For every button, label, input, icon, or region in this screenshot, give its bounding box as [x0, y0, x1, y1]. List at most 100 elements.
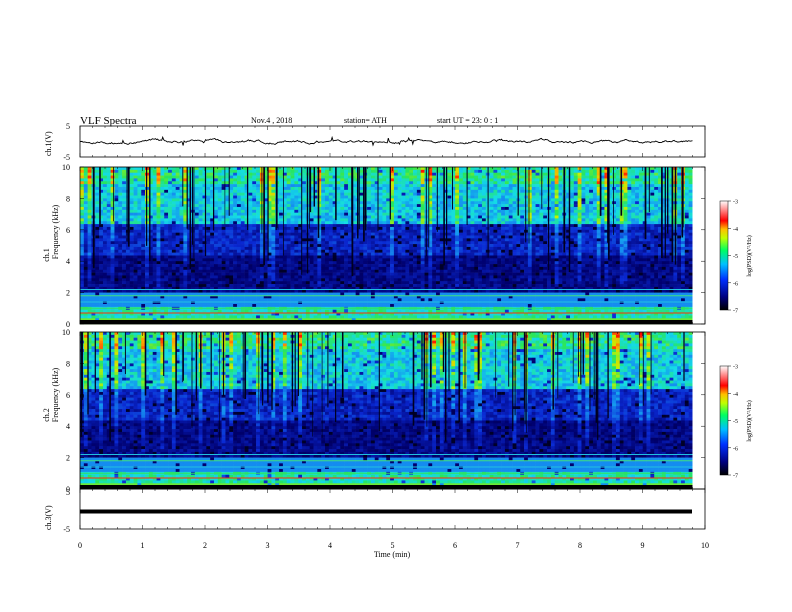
- spectrogram-cell: [378, 252, 383, 256]
- spectrogram-cell: [286, 184, 291, 188]
- spectrogram-cell: [347, 292, 353, 296]
- spectrogram-cell: [363, 249, 368, 253]
- spectrogram-cell: [194, 252, 199, 256]
- spectrogram-cell: [213, 172, 219, 176]
- spectrogram-cell: [344, 318, 349, 322]
- spectrogram-cell: [114, 298, 119, 302]
- spectrogram-cell: [321, 181, 326, 185]
- spectrogram-cell: [236, 298, 242, 302]
- spectrogram-cell: [171, 218, 177, 222]
- spectrogram-cell: [279, 275, 284, 279]
- spectrogram-cell: [290, 292, 295, 296]
- spectrogram-cell: [114, 204, 119, 208]
- spectrogram-cell: [294, 315, 299, 319]
- spectrogram-cell: [393, 226, 399, 231]
- spectrogram-cell: [106, 249, 111, 253]
- spectrogram-cell: [160, 186, 165, 191]
- spectrogram-cell: [83, 178, 88, 182]
- spectrogram-cell: [122, 244, 127, 248]
- spectrogram-cell: [125, 272, 131, 276]
- spectrogram-cell: [206, 255, 211, 259]
- spectrogram-cell: [267, 167, 272, 171]
- spectrogram-cell: [347, 272, 353, 276]
- spectrogram-cell: [344, 255, 349, 259]
- spectrogram-cell: [256, 272, 261, 276]
- spectrogram-cell: [141, 312, 146, 316]
- spectrogram-cell: [382, 255, 387, 259]
- spectrogram-cell: [298, 198, 303, 202]
- spectrogram-cell: [145, 298, 150, 302]
- spectrogram-cell: [95, 229, 100, 233]
- spectrogram-cell: [83, 192, 88, 196]
- spectrogram-cell: [390, 284, 395, 288]
- spectrogram-cell: [340, 186, 345, 191]
- spectrogram-cell: [359, 189, 364, 193]
- spectrogram-cell: [133, 181, 138, 185]
- spectrogram-cell: [313, 252, 318, 256]
- spectrogram-cell: [217, 309, 222, 313]
- spectrogram-cell: [275, 295, 280, 299]
- spectrogram-cell: [183, 184, 188, 188]
- spectrogram-cell: [405, 261, 410, 265]
- spectrogram-cell: [122, 278, 127, 282]
- spectrogram-cell: [217, 246, 222, 251]
- spectrogram-cell: [340, 246, 345, 251]
- spectrogram-cell: [374, 167, 379, 171]
- spectrogram-cell: [397, 252, 402, 256]
- spectrogram-cell: [80, 246, 85, 251]
- spectrogram-cell: [229, 186, 234, 191]
- spectrogram-cell: [332, 175, 337, 179]
- spectrogram-cell: [206, 278, 211, 282]
- spectrogram-cell: [351, 189, 356, 193]
- spectrogram-cell: [168, 272, 173, 276]
- spectrogram-cell: [409, 264, 414, 268]
- spectrogram-cell: [183, 186, 188, 191]
- spectrogram-cell: [194, 258, 199, 262]
- spectrogram-cell: [133, 295, 138, 299]
- spectrogram-cell: [95, 186, 100, 191]
- spectrogram-cell: [99, 169, 104, 173]
- spectrogram-cell: [374, 264, 379, 268]
- spectrogram-cell: [141, 281, 146, 285]
- spectrogram-cell: [382, 252, 387, 256]
- spectrogram-cell: [328, 172, 333, 176]
- spectrogram-cell: [309, 312, 314, 316]
- spectrogram-cell: [175, 172, 180, 176]
- spectrogram-cell: [386, 229, 391, 233]
- spectrogram-cell: [236, 266, 242, 271]
- spectrogram-cell: [110, 246, 115, 251]
- spectrogram-cell: [409, 195, 414, 199]
- spectrogram-cell: [286, 178, 291, 182]
- spectrogram-cell: [309, 172, 314, 176]
- spectrogram-cell: [386, 261, 391, 265]
- spectrogram-cell: [122, 201, 127, 205]
- spectrogram-cell: [424, 272, 429, 276]
- spectrogram-cell: [133, 201, 138, 205]
- spectrogram-cell: [390, 309, 395, 313]
- spectrogram-cell: [194, 304, 199, 308]
- spectrogram-cell: [420, 172, 425, 176]
- spectrogram-cell: [370, 224, 376, 228]
- spectrogram-cell: [106, 238, 111, 242]
- spectrogram-cell: [106, 226, 111, 231]
- spectrogram-cell: [321, 295, 326, 299]
- spectrogram-cell: [175, 212, 180, 216]
- spectrogram-cell: [290, 284, 295, 288]
- spectrogram-cell: [248, 224, 253, 228]
- spectrogram-cell: [240, 229, 245, 233]
- spectrogram-cell: [420, 241, 425, 245]
- spectrogram-cell: [187, 315, 192, 319]
- spectrogram-cell: [145, 312, 150, 316]
- spectrogram-cell: [110, 238, 115, 242]
- spectrogram-cell: [263, 281, 268, 285]
- spectrogram-cell: [114, 258, 119, 262]
- spectrogram-cell: [359, 275, 364, 279]
- spectrogram-cell: [217, 255, 222, 259]
- spectrogram-cell: [248, 244, 253, 248]
- spectrogram-cell: [248, 295, 253, 299]
- spectrogram-cell: [225, 318, 230, 322]
- spectrogram-cell: [282, 275, 288, 279]
- spectrogram-cell: [236, 198, 242, 202]
- spectrogram-cell: [302, 204, 307, 208]
- spectrogram-cell: [321, 261, 326, 265]
